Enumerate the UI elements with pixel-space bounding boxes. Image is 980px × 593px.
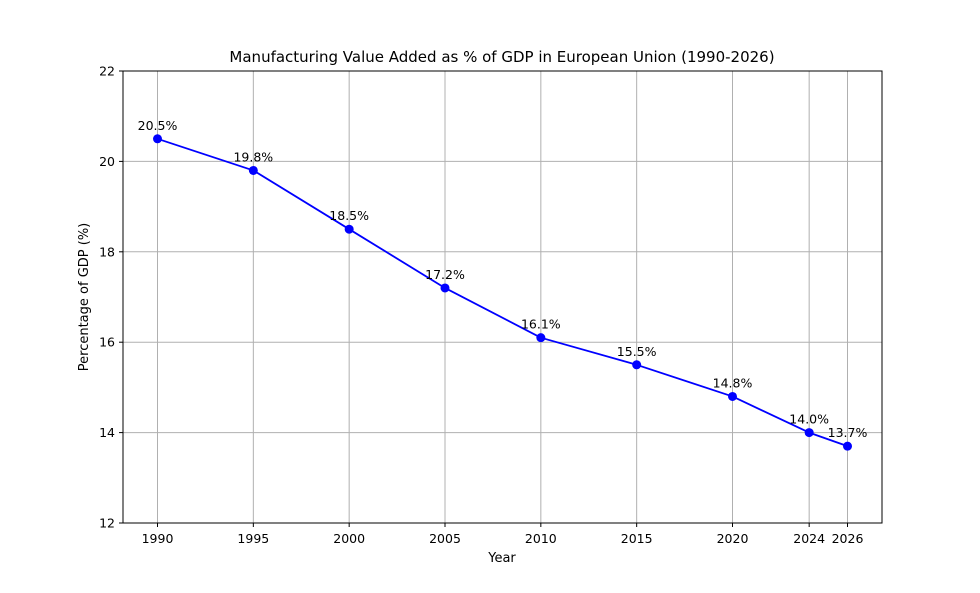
data-point — [440, 283, 450, 293]
data-point — [536, 333, 546, 343]
data-label: 19.8% — [233, 149, 273, 164]
plot-frame — [122, 70, 883, 524]
y-tick-label: 16 — [99, 335, 115, 350]
y-tick-label: 12 — [99, 516, 115, 531]
data-label: 14.0% — [789, 412, 829, 427]
data-label: 17.2% — [425, 267, 465, 282]
y-tick-label: 20 — [99, 154, 115, 169]
x-tick-label: 1995 — [237, 531, 269, 546]
data-label: 13.7% — [828, 425, 868, 440]
data-point — [248, 165, 258, 175]
x-tick-label: 2020 — [717, 531, 749, 546]
axes — [119, 70, 883, 527]
y-tick-label: 22 — [99, 64, 115, 79]
data-point — [804, 428, 814, 438]
data-labels: 20.5% 19.8% 18.5% 17.2% 16.1% 15.5% 14.8% 14.0%… — [138, 118, 868, 440]
data-label: 20.5% — [138, 118, 178, 133]
data-point — [843, 441, 852, 451]
data-point — [728, 391, 737, 401]
data-label: 16.1% — [521, 317, 561, 332]
x-tick-label: 2015 — [621, 531, 653, 546]
data-point — [632, 360, 642, 370]
x-tick-label: 2024 — [793, 531, 825, 546]
x-tick-label: 2010 — [525, 531, 557, 546]
data-point — [153, 134, 162, 144]
tick-labels: 1990 1995 2000 2005 2010 2015 2020 2024 2026 12 14… — [99, 64, 863, 547]
x-axis-label: Year — [487, 551, 516, 566]
y-tick-label: 14 — [99, 425, 115, 440]
data-point — [344, 224, 354, 234]
y-tick-label: 18 — [99, 244, 115, 259]
data-label: 18.5% — [329, 208, 369, 223]
x-tick-label: 2026 — [832, 531, 864, 546]
data-label: 15.5% — [617, 344, 657, 359]
chart-title: Manufacturing Value Added as % of GDP in… — [229, 48, 774, 66]
x-tick-label: 1990 — [142, 531, 174, 546]
x-tick-label: 2000 — [333, 531, 365, 546]
y-axis-label: Percentage of GDP (%) — [77, 223, 92, 371]
x-tick-label: 2005 — [429, 531, 461, 546]
data-label: 14.8% — [713, 375, 753, 390]
series-layer — [153, 134, 852, 451]
